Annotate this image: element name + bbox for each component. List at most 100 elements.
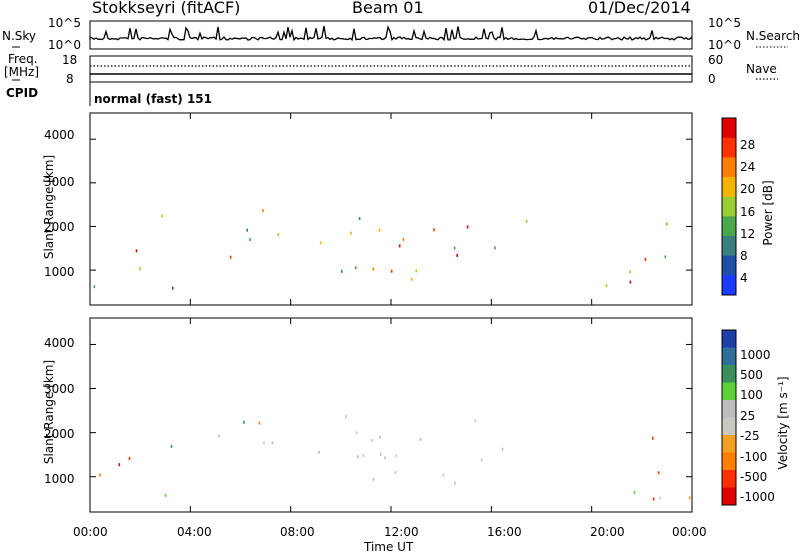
velocity-cell (218, 434, 220, 438)
power-ytick-3000: 3000 (44, 175, 75, 189)
velocity-colorbar-swatch (722, 400, 736, 418)
velocity-cell (657, 471, 660, 475)
power-cell (135, 249, 138, 253)
velocity-background (90, 318, 692, 512)
xtick-2: 08:00 (280, 525, 315, 539)
summary-panel-lines (12, 20, 788, 106)
vel-cb-tick-1000: 1000 (740, 348, 771, 362)
power-colorbar-swatch (722, 216, 736, 237)
power-colorbar-swatch (722, 157, 736, 178)
nave-label: Nave (746, 62, 777, 76)
power-cell (525, 219, 528, 223)
velocity-colorbar-label: Velocity [m s⁻¹] (776, 376, 790, 470)
velocity-cell (442, 473, 445, 477)
power-cell (415, 269, 418, 273)
velocity-cell (164, 493, 167, 497)
vel-cb-tick-neg25: -25 (740, 429, 760, 443)
freq-label: Freq. (8, 52, 38, 66)
vel-cb-tick-neg1000: -1000 (740, 490, 775, 504)
power-cell (277, 233, 280, 237)
velocity-cell (357, 455, 359, 459)
power-cell (93, 285, 96, 289)
power-cell (246, 228, 248, 232)
power-background (90, 113, 692, 305)
freq-unit: [MHz] (4, 65, 40, 79)
velocity-colorbar-swatch (722, 382, 736, 401)
velocity-cell (659, 496, 662, 500)
velocity-cell (380, 452, 382, 456)
velocity-colorbar-frame (721, 329, 737, 506)
power-cell (410, 277, 413, 281)
velocity-cell (688, 496, 691, 500)
velocity-cell (263, 441, 265, 445)
power-cell (644, 257, 647, 261)
xlabel: Time UT (364, 540, 414, 554)
power-cell (433, 228, 435, 232)
nsky-label: N.Sky (2, 29, 37, 43)
power-cell (605, 284, 608, 288)
power-ylabel: Slant Range [km] (42, 154, 56, 260)
nsky-frame (89, 20, 693, 50)
nsearch-tick-top: 10^5 (708, 16, 741, 30)
velocity-cell (258, 421, 261, 425)
velocity-cell (395, 454, 398, 458)
velocity-cell (379, 435, 381, 439)
power-cell (390, 269, 393, 273)
power-cell (466, 225, 469, 229)
power-colorbar (721, 117, 737, 296)
velocity-cell (454, 481, 456, 485)
power-cb-tick-16: 16 (740, 205, 756, 219)
power-ytick-4000: 4000 (44, 128, 75, 142)
power-colorbar-swatch (722, 137, 736, 158)
velocity-cell (318, 450, 320, 454)
cpid-text: normal (fast) 151 (94, 92, 212, 106)
power-cell (319, 241, 322, 245)
power-cell (372, 267, 375, 271)
beam-title: Beam 01 (352, 0, 424, 17)
velocity-cell (345, 415, 347, 419)
xtick-4: 16:00 (487, 525, 522, 539)
velocity-cell (633, 491, 636, 494)
xtick-5: 20:00 (590, 525, 625, 539)
date-title: 01/Dec/2014 (588, 0, 691, 17)
power-cell (161, 214, 163, 218)
power-cell (402, 237, 405, 241)
power-cell (494, 246, 496, 250)
velocity-colorbar-swatch (722, 417, 736, 436)
xtick-3: 12:00 (384, 525, 419, 539)
power-cell (398, 244, 401, 248)
velocity-cell (271, 441, 274, 445)
power-cell (171, 286, 174, 290)
velocity-ylabel: Slant Range [km] (42, 359, 56, 465)
velocity-colorbar-swatch (722, 452, 736, 471)
vel-cb-tick-500: 500 (740, 368, 763, 382)
nsky-tick-bottom: 10^0 (48, 38, 81, 52)
axes-frames (89, 112, 693, 513)
velocity-cell (118, 463, 121, 467)
nsky-trace (89, 24, 693, 42)
velocity-cell (480, 458, 483, 462)
velocity-cell (128, 457, 131, 460)
power-cell (378, 228, 381, 232)
velocity-cell (371, 438, 373, 442)
power-colorbar-swatch (722, 118, 736, 139)
power-colorbar-frame (721, 117, 737, 296)
vel-cb-tick-neg100: -100 (740, 450, 768, 464)
velocity-ytick-2000: 2000 (44, 427, 75, 441)
velocity-cell (652, 436, 654, 440)
vel-cb-tick-100: 100 (740, 388, 763, 402)
freq-tick-top: 18 (62, 53, 78, 67)
velocity-cell (419, 438, 422, 441)
nave-tick-top: 60 (708, 53, 724, 67)
nsearch-tick-bottom: 10^0 (708, 38, 741, 52)
xtick-6: 00:00 (672, 525, 707, 539)
power-cb-tick-24: 24 (740, 160, 756, 174)
power-cell (453, 246, 456, 250)
power-cell (249, 238, 251, 241)
xtick-0: 00:00 (73, 525, 108, 539)
power-ytick-1000: 1000 (44, 265, 75, 279)
power-cb-tick-8: 8 (740, 249, 748, 263)
velocity-colorbar-swatch (722, 470, 736, 488)
power-colorbar-label: Power [dB] (761, 180, 775, 246)
